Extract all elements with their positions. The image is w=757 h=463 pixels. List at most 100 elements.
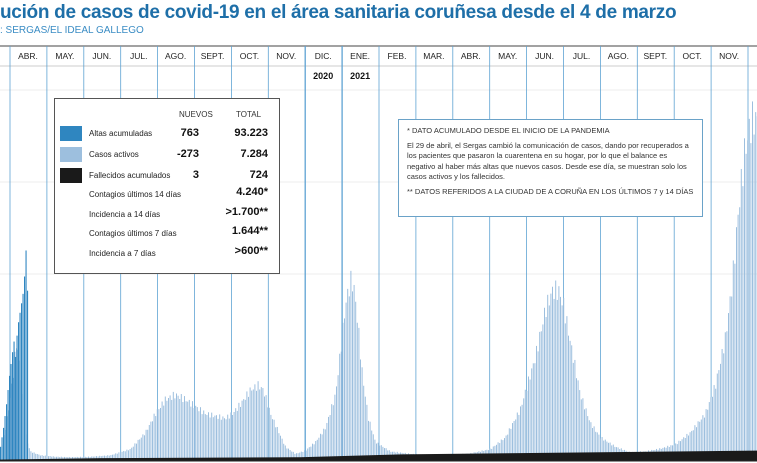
bar-activos: [120, 452, 121, 461]
bar-fallecidos: [280, 457, 282, 461]
bar-activos: [708, 402, 710, 461]
bar-fallecidos: [286, 457, 288, 461]
bar-fallecidos: [378, 455, 380, 461]
bar-activos: [264, 396, 265, 461]
bar-activos: [689, 432, 691, 461]
bar-fallecidos: [538, 452, 540, 461]
bar-activos: [728, 313, 729, 461]
bar-fallecidos: [186, 457, 188, 461]
bar-activos: [291, 451, 293, 461]
bar-activos: [720, 363, 721, 461]
bar-activos: [537, 351, 539, 461]
bar-activos: [598, 434, 600, 461]
bar-fallecidos: [712, 451, 714, 461]
bar-fallecidos: [20, 459, 22, 461]
bar-fallecidos: [4, 459, 6, 461]
bar-activos: [168, 398, 169, 461]
bar-activos: [289, 450, 291, 461]
bar-fallecidos: [698, 451, 700, 461]
bar-fallecidos: [232, 457, 234, 461]
month-label: JUN.: [535, 51, 554, 61]
bar-fallecidos: [718, 451, 720, 461]
bar-fallecidos: [474, 453, 476, 461]
month-label: NOV.: [719, 51, 739, 61]
bar-activos: [724, 332, 726, 461]
bar-fallecidos: [440, 453, 442, 461]
bar-fallecidos: [330, 456, 332, 461]
bar-fallecidos: [404, 454, 406, 461]
bar-fallecidos: [176, 457, 178, 461]
bar-fallecidos: [452, 453, 454, 461]
bar-fallecidos: [486, 453, 488, 461]
bar-fallecidos: [428, 454, 430, 461]
bar-activos: [227, 414, 229, 461]
bar-fallecidos: [624, 452, 626, 461]
bar-activos: [564, 323, 566, 461]
month-label: MAR.: [423, 51, 444, 61]
bar-fallecidos: [526, 453, 528, 461]
bar-activos: [193, 408, 195, 461]
bar-fallecidos: [498, 453, 500, 461]
bar-fallecidos: [70, 458, 72, 461]
bar-activos: [315, 441, 317, 461]
bar-fallecidos: [644, 451, 646, 461]
bar-activos: [540, 331, 542, 461]
swatch-altas: [60, 126, 82, 141]
bar-fallecidos: [348, 455, 350, 461]
bar-fallecidos: [322, 456, 324, 461]
bar-fallecidos: [494, 453, 496, 461]
bar-activos: [246, 391, 248, 461]
bar-fallecidos: [78, 458, 80, 461]
bar-fallecidos: [648, 451, 650, 461]
bar-fallecidos: [554, 452, 556, 461]
bar-activos: [704, 417, 705, 461]
bar-fallecidos: [210, 457, 212, 461]
bar-fallecidos: [600, 452, 602, 461]
bar-fallecidos: [680, 451, 682, 461]
bar-fallecidos: [60, 458, 62, 461]
bar-fallecidos: [672, 451, 674, 461]
bar-activos: [166, 400, 168, 461]
bar-fallecidos: [324, 456, 326, 461]
month-label: AGO.: [608, 51, 629, 61]
bar-fallecidos: [136, 457, 138, 461]
bar-activos: [508, 428, 510, 461]
bar-activos: [238, 402, 240, 461]
bar-activos: [129, 449, 131, 461]
bar-fallecidos: [574, 452, 576, 461]
bar-altas: [18, 322, 20, 461]
bar-fallecidos: [392, 454, 394, 461]
bar-activos: [582, 398, 584, 461]
bar-fallecidos: [484, 453, 486, 461]
bar-fallecidos: [366, 455, 368, 461]
bar-fallecidos: [314, 456, 316, 461]
bar-activos: [368, 420, 369, 461]
year-label: 2020: [313, 71, 333, 81]
bar-activos: [678, 440, 680, 461]
bar-activos: [355, 301, 357, 461]
bar-activos: [334, 394, 336, 461]
bar-fallecidos: [616, 452, 618, 461]
bar-activos: [185, 401, 187, 461]
bar-fallecidos: [436, 453, 438, 461]
legend-header-new: NUEVOS: [179, 110, 213, 119]
bar-activos: [206, 414, 208, 461]
legend-header-total: TOTAL: [236, 110, 262, 119]
bar-activos: [292, 451, 294, 461]
bar-fallecidos: [18, 459, 20, 461]
bar-fallecidos: [352, 455, 354, 461]
bar-activos: [272, 419, 273, 461]
bar-fallecidos: [342, 456, 344, 461]
bar-activos: [524, 389, 526, 461]
bar-fallecidos: [24, 459, 26, 461]
bar-fallecidos: [28, 459, 30, 461]
bar-activos: [337, 375, 339, 461]
bar-activos: [174, 398, 176, 461]
bar-activos: [528, 376, 529, 461]
swatch-activos: [60, 147, 82, 162]
bar-activos: [30, 451, 32, 461]
bar-fallecidos: [642, 451, 644, 461]
bar-fallecidos: [584, 452, 586, 461]
bar-activos: [347, 288, 349, 461]
bar-fallecidos: [300, 457, 302, 461]
